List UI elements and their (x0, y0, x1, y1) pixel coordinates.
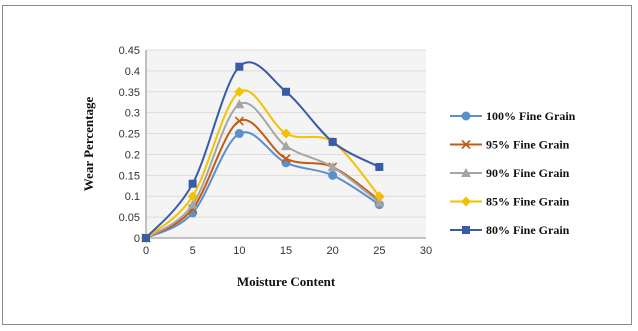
x-tick-label: 15 (280, 245, 292, 257)
tick-labels: 0 0.05 0.1 0.15 0.2 0.25 0.3 0.35 0.4 0.45 0 5 10 15 2… (119, 45, 433, 257)
x-tick-label: 0 (143, 245, 149, 257)
legend-label: 100% Fine Grain (486, 109, 576, 123)
legend-entry: 95% Fine Grain (450, 138, 570, 152)
y-tick-label: 0.45 (119, 45, 140, 57)
x-axis-title: Moisture Content (237, 274, 336, 289)
data-point (281, 154, 291, 164)
data-point (282, 87, 290, 96)
legend-entry: 85% Fine Grain (450, 195, 570, 209)
data-point (328, 170, 338, 180)
data-point (235, 62, 244, 71)
data-point (234, 86, 245, 97)
legend-marker (462, 226, 470, 234)
data-point (142, 234, 150, 242)
legend-label: 90% Fine Grain (486, 166, 570, 180)
legend-marker (461, 139, 471, 150)
series-2 (141, 99, 385, 242)
x-tick-label: 25 (373, 245, 385, 257)
data-point (281, 141, 291, 151)
legend-entry: 90% Fine Grain (450, 166, 570, 180)
y-tick-label: 0.25 (119, 129, 140, 141)
y-tick-label: 0.3 (125, 108, 140, 120)
data-point (234, 129, 244, 139)
legend-marker (461, 111, 471, 121)
x-tick-label: 20 (327, 245, 339, 257)
data-point (187, 199, 198, 209)
legend-label: 95% Fine Grain (486, 138, 570, 152)
data-point (327, 161, 338, 171)
data-point (281, 128, 291, 139)
y-tick-label: 0 (134, 233, 140, 245)
axes (145, 50, 426, 239)
y-tick-label: 0.2 (125, 149, 140, 161)
series-layer (141, 61, 385, 243)
y-tick-label: 0.15 (119, 170, 140, 182)
data-point (374, 191, 385, 202)
y-axis-title: Wear Percentage (81, 97, 96, 192)
x-tick-label: 30 (420, 245, 432, 257)
y-tick-label: 0.1 (125, 191, 140, 203)
data-point (328, 137, 337, 146)
legend-marker (461, 196, 471, 207)
series-4 (142, 61, 384, 242)
legend-entry: 100% Fine Grain (450, 109, 576, 123)
legend-entry: 80% Fine Grain (450, 223, 570, 237)
legend-marker (461, 168, 471, 177)
x-tick-label: 10 (233, 245, 245, 257)
y-tick-label: 0.4 (125, 66, 140, 78)
y-tick-label: 0.05 (119, 212, 140, 224)
y-tick-label: 0.35 (119, 87, 140, 99)
legend: 100% Fine Grain 95% Fine Grain 90% Fine Gr… (450, 109, 576, 237)
legend-label: 80% Fine Grain (486, 223, 570, 237)
data-point (188, 179, 197, 188)
data-point (375, 162, 384, 171)
x-tick-label: 5 (190, 245, 196, 257)
data-point (187, 191, 198, 202)
legend-label: 85% Fine Grain (486, 195, 570, 209)
data-point (374, 197, 385, 207)
data-point (234, 99, 245, 109)
data-point (234, 116, 244, 126)
